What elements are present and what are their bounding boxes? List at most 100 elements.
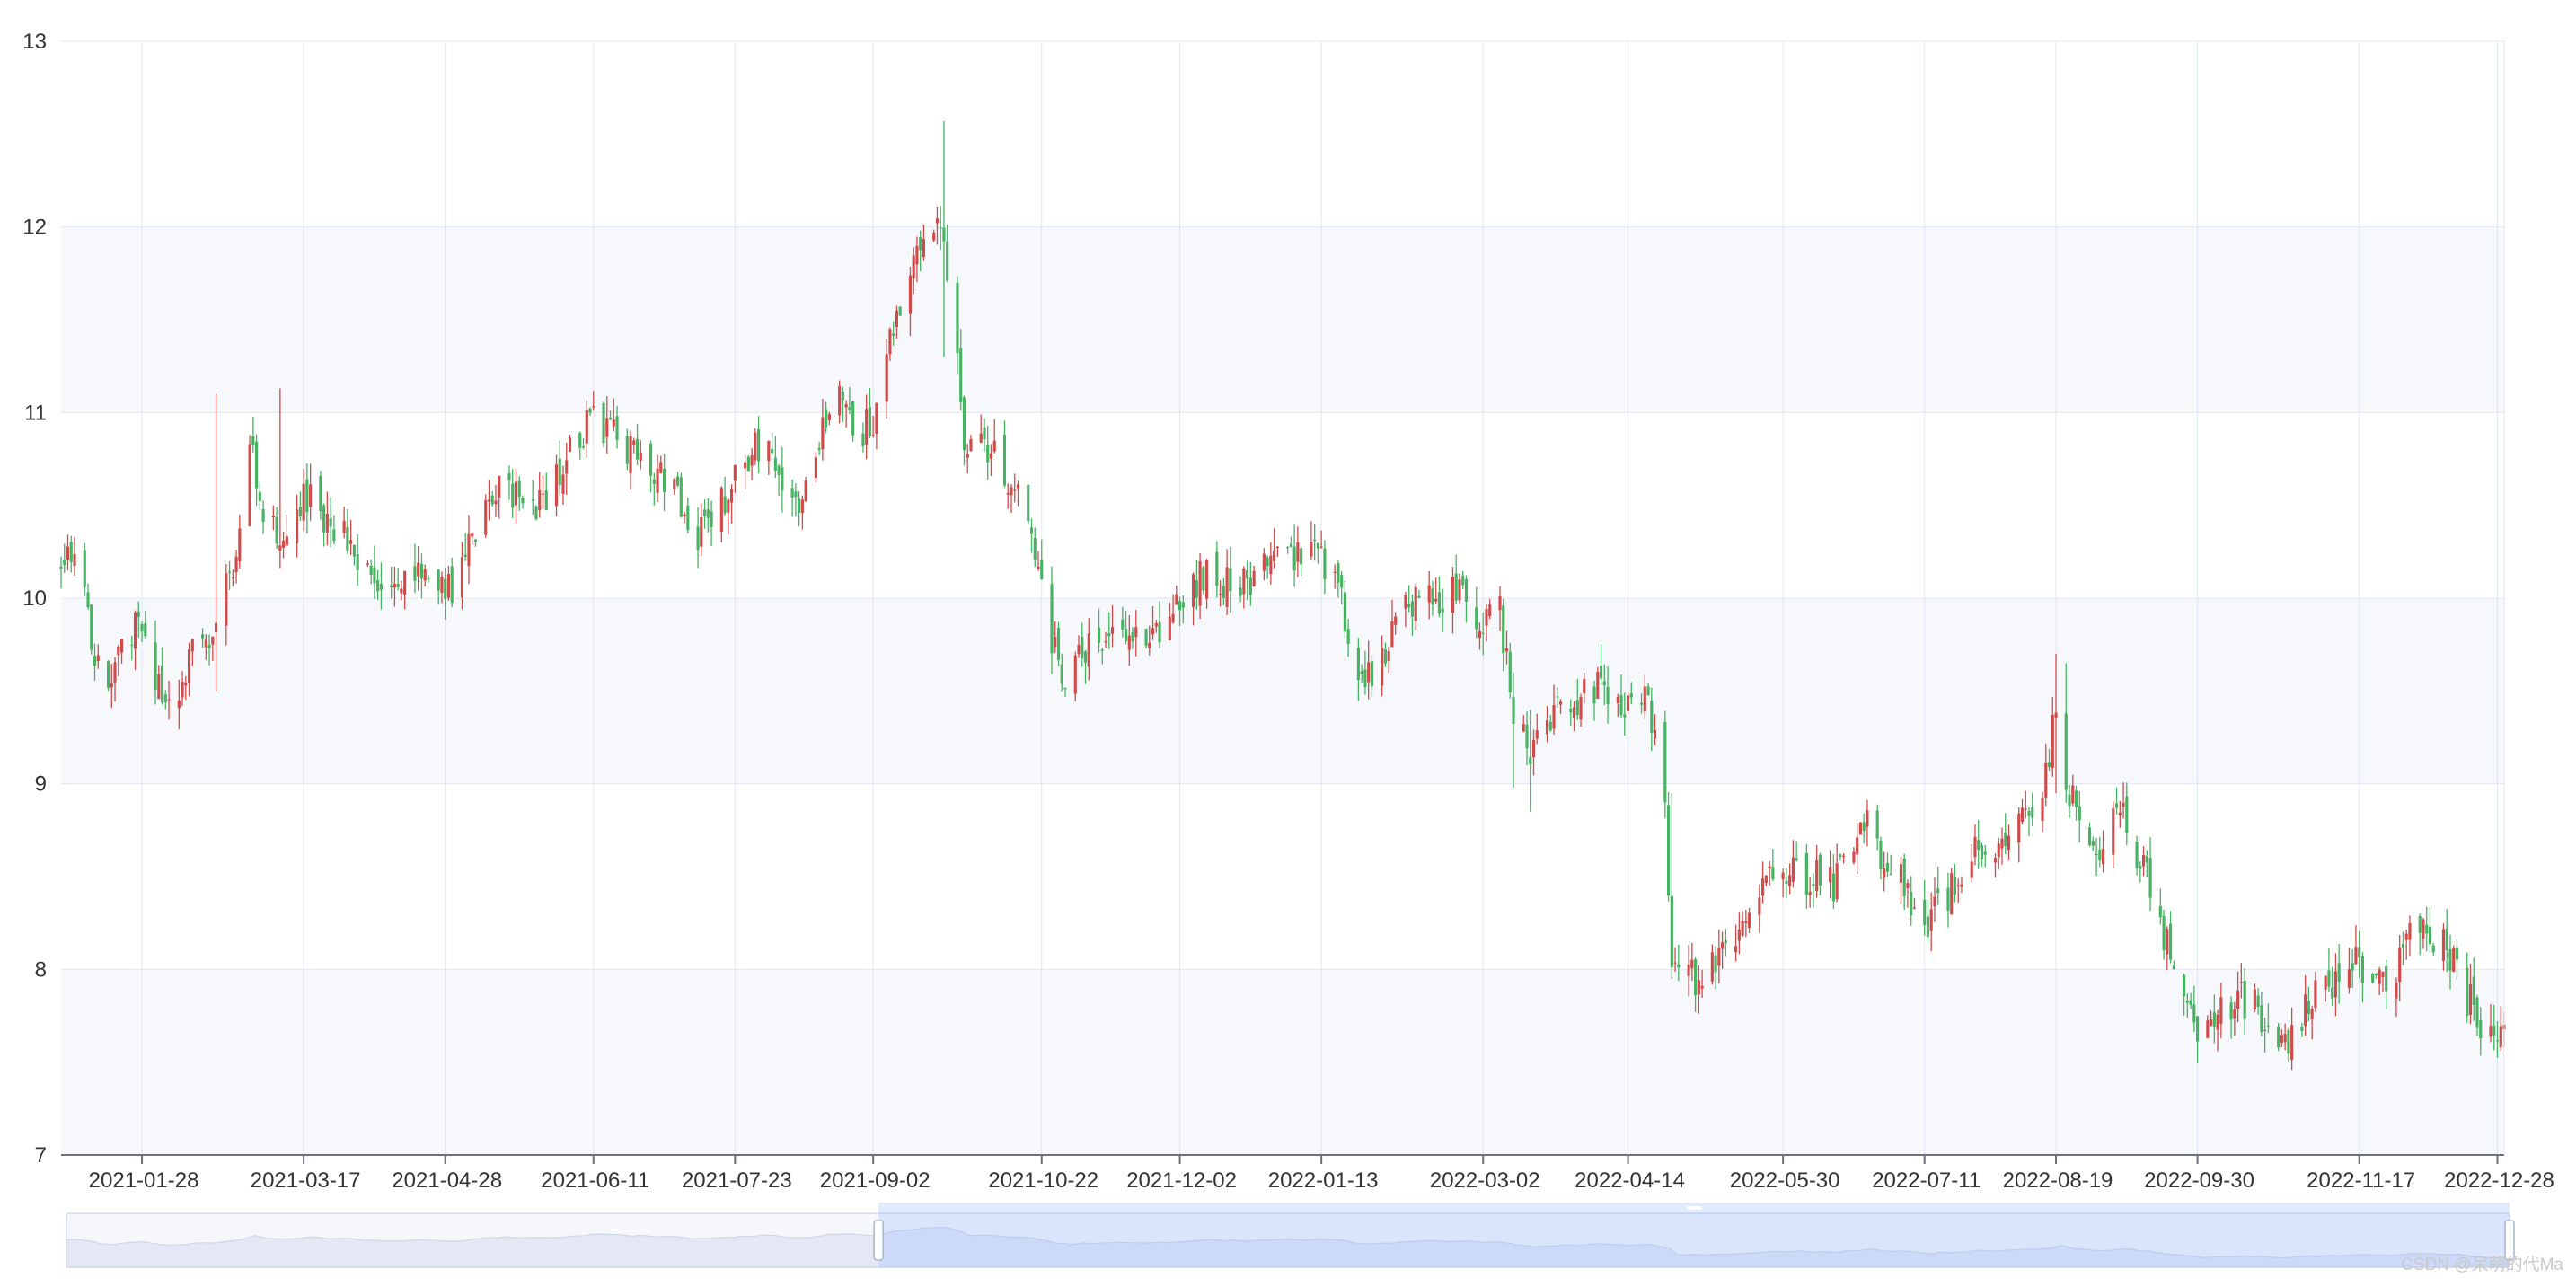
candle-body: [2260, 1005, 2263, 1033]
candle-body: [140, 623, 144, 632]
axes: [61, 41, 2505, 1164]
candle-body: [841, 392, 844, 401]
candle-body: [352, 544, 356, 557]
candle-body: [588, 408, 592, 413]
candle-body: [568, 437, 572, 453]
candle-body: [1205, 560, 1209, 599]
candle-body: [1248, 577, 1252, 595]
candle-body: [696, 526, 700, 551]
split-area-band: [61, 412, 2504, 598]
candle-body: [2266, 1025, 2270, 1027]
candle-body: [275, 516, 278, 543]
candle-body: [2290, 1025, 2294, 1060]
candle-body: [2468, 984, 2473, 1016]
candle-body: [1616, 696, 1619, 703]
candle-body: [1300, 548, 1303, 565]
candle-body: [1340, 575, 1344, 588]
candle-body: [248, 444, 251, 527]
candle-body: [1906, 883, 1910, 889]
candle-body: [1434, 598, 1438, 602]
candle-body: [827, 413, 831, 421]
candle-body: [1946, 887, 1950, 911]
candle-body: [184, 682, 188, 686]
candle-body: [1677, 964, 1681, 968]
candle-body: [1572, 707, 1576, 718]
candle-body: [561, 474, 565, 494]
candle-body: [446, 574, 451, 598]
candle-body: [578, 432, 582, 448]
candle-body: [1980, 845, 1984, 859]
candle-body: [885, 354, 888, 402]
candle-body: [1502, 605, 1505, 654]
y-tick-label: 13: [22, 30, 47, 54]
candle-body: [517, 480, 521, 498]
candle-body: [215, 622, 218, 633]
candle-body: [1667, 805, 1671, 896]
candle-body: [773, 457, 777, 471]
candle-body: [2398, 947, 2402, 983]
candle-body: [177, 700, 181, 709]
candle-body: [1734, 946, 1738, 953]
candle-body: [1623, 714, 1627, 718]
candle-body: [1912, 907, 1917, 909]
candle-body: [848, 407, 851, 410]
candle-body: [1535, 730, 1539, 739]
candle-body: [1286, 546, 1290, 549]
candle-body: [366, 563, 369, 565]
candle-body: [1343, 592, 1346, 632]
candle-body: [2327, 970, 2331, 987]
candle-body: [1602, 681, 1606, 686]
x-tick-label: 2022-08-19: [2003, 1168, 2113, 1193]
candle-body: [868, 407, 871, 436]
candle-body: [632, 440, 636, 445]
candle-body: [1458, 579, 1461, 601]
candle-body: [1010, 487, 1013, 496]
candle-body: [2183, 974, 2186, 997]
candle-body: [1029, 527, 1034, 534]
candle-body: [86, 592, 90, 608]
candle-body: [2385, 965, 2388, 992]
candle-body: [471, 533, 474, 537]
candle-body: [1198, 560, 1202, 606]
candle-body: [625, 436, 629, 464]
candle-body: [130, 644, 134, 646]
candle-body: [234, 556, 238, 573]
candle-body: [2114, 803, 2119, 808]
candle-body: [794, 491, 798, 498]
candle-body: [1761, 878, 1765, 896]
candle-body: [1748, 912, 1751, 928]
candle-body: [1700, 985, 1704, 989]
candle-body: [2333, 971, 2337, 998]
candle-body: [1387, 650, 1390, 661]
candle-body: [450, 566, 454, 604]
candle-body: [2499, 1026, 2502, 1048]
candle-body: [2206, 1020, 2210, 1038]
candle-body: [1923, 900, 1927, 926]
candle-body: [1862, 822, 1866, 831]
data-zoom-slider[interactable]: [66, 1203, 2515, 1268]
x-tick-label: 2021-04-28: [392, 1168, 502, 1193]
y-tick-label: 12: [22, 216, 47, 240]
candle-body: [2310, 1009, 2314, 1019]
candle-body: [2233, 1009, 2236, 1019]
candle-body: [133, 612, 137, 649]
candle-body: [1478, 630, 1482, 639]
candle-body: [2492, 1025, 2496, 1036]
candle-body: [473, 539, 478, 542]
candle-body: [602, 403, 605, 444]
candle-body: [514, 481, 518, 506]
candle-body: [541, 493, 545, 495]
split-area-band: [61, 41, 2504, 227]
candle-body: [608, 417, 613, 420]
candle-body: [255, 441, 259, 489]
zoom-handle-left: [873, 1220, 884, 1261]
y-tick-label: 7: [35, 1143, 47, 1168]
candle-body: [710, 511, 713, 528]
candle-body: [1033, 538, 1037, 560]
y-tick-label: 11: [24, 401, 47, 425]
candle-body: [1983, 851, 1987, 855]
candle-body: [2431, 945, 2435, 953]
candle-body: [1381, 648, 1384, 686]
candle-body: [1083, 651, 1088, 663]
candle-body: [346, 526, 349, 551]
